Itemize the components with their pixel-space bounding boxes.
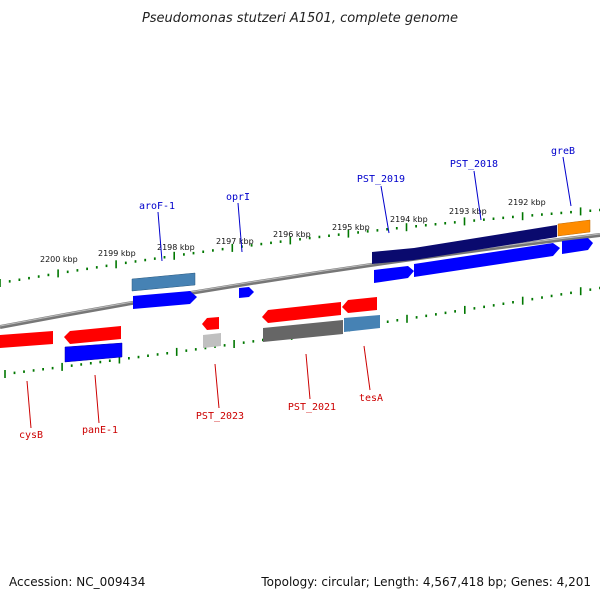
cds-PST_2021[interactable] — [262, 302, 341, 323]
label-aroF-1[interactable]: aroF-1 — [139, 201, 175, 212]
leader-PST_2018 — [473, 170, 482, 221]
label-PST_2021[interactable]: PST_2021 — [288, 402, 336, 413]
genome-backbone — [0, 233, 600, 329]
cds-cysB[interactable] — [0, 331, 53, 348]
leader-cysB — [26, 380, 32, 429]
gene-PST_2021[interactable] — [263, 320, 343, 342]
leader-tesA — [363, 345, 371, 391]
leader-greB — [562, 156, 572, 207]
accession-text: Accession: NC_009434 — [9, 575, 145, 589]
tick-label-2195: 2195 kbp — [332, 223, 370, 232]
gene-PST_2023[interactable] — [203, 333, 221, 348]
tick-label-2193: 2193 kbp — [449, 207, 487, 216]
leader-panE-1 — [94, 374, 100, 424]
scale-tick-labels: 2192 kbp 2193 kbp 2194 kbp 2195 kbp 2196… — [40, 198, 546, 264]
leader-PST_2021 — [305, 353, 311, 400]
label-oprI[interactable]: oprI — [226, 192, 250, 203]
leader-oprI — [237, 202, 243, 253]
leader-PST_2023 — [214, 363, 220, 409]
gene-tesA[interactable] — [344, 315, 380, 332]
tick-label-2199: 2199 kbp — [98, 249, 136, 258]
cds-aroF-1[interactable] — [133, 291, 197, 309]
cds-panE-1[interactable] — [64, 326, 121, 344]
label-PST_2018[interactable]: PST_2018 — [450, 159, 498, 170]
gene-panE-1[interactable] — [64, 342, 123, 363]
gene-PST_2019[interactable] — [372, 248, 414, 264]
tick-label-2196: 2196 kbp — [273, 230, 311, 239]
label-cysB[interactable]: cysB — [19, 430, 43, 441]
leader-aroF-1 — [157, 211, 163, 262]
cds-tesA[interactable] — [342, 297, 377, 313]
gene-aroF-1[interactable] — [131, 272, 196, 292]
cds-PST_2019[interactable] — [374, 266, 414, 283]
tick-label-2192: 2192 kbp — [508, 198, 546, 207]
tick-label-2200: 2200 kbp — [40, 255, 78, 264]
gene-PST_2018[interactable] — [414, 225, 557, 260]
tick-label-2197: 2197 kbp — [216, 237, 254, 246]
tick-label-2194: 2194 kbp — [390, 215, 428, 224]
genome-backbone-highlight — [0, 233, 600, 327]
outer-scale-ring — [0, 207, 600, 287]
label-panE-1[interactable]: panE-1 — [82, 425, 118, 436]
cds-PST_2018[interactable] — [414, 243, 560, 277]
topology-text: Topology: circular; Length: 4,567,418 bp… — [260, 575, 591, 589]
label-tesA[interactable]: tesA — [359, 393, 383, 404]
label-PST_2019[interactable]: PST_2019 — [357, 174, 405, 185]
label-greB[interactable]: greB — [551, 146, 575, 157]
label-PST_2023[interactable]: PST_2023 — [196, 411, 244, 422]
gene-greB[interactable] — [557, 219, 591, 237]
cds-PST_2023[interactable] — [202, 317, 219, 330]
leader-PST_2019 — [380, 185, 390, 234]
map-title: Pseudomonas stutzeri A1501, complete gen… — [142, 11, 458, 26]
cds-greB[interactable] — [562, 238, 593, 254]
tick-label-2198: 2198 kbp — [157, 243, 195, 252]
cds-oprI[interactable] — [239, 287, 254, 298]
